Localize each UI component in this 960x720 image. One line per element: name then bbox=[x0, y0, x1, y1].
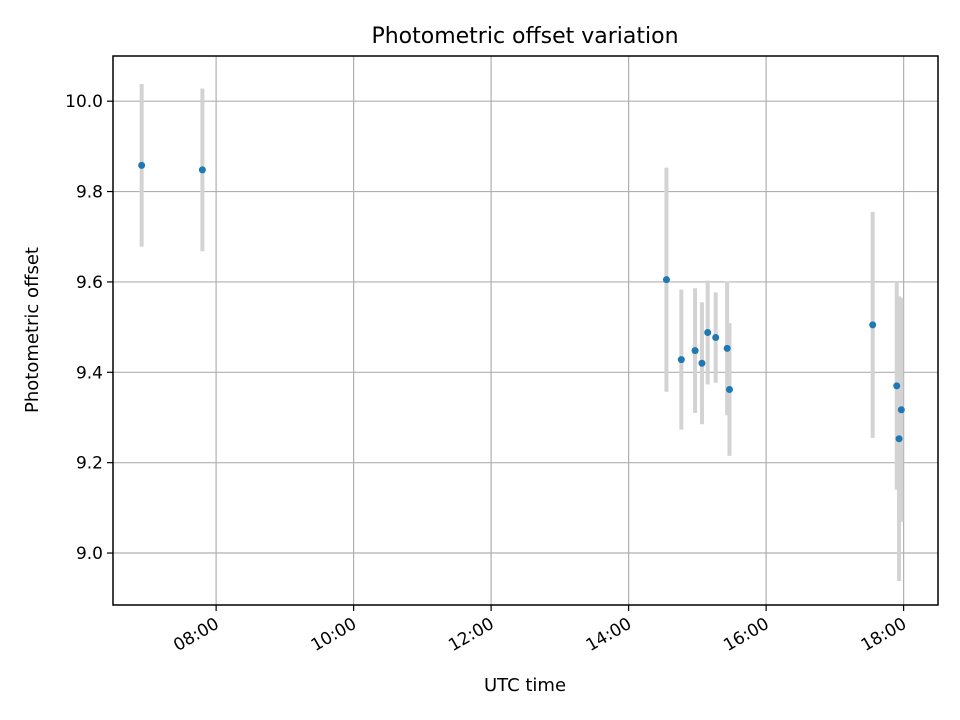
y-tick-label: 9.4 bbox=[76, 363, 103, 383]
data-point bbox=[662, 276, 670, 284]
grid-lines bbox=[113, 56, 938, 605]
y-tick-label: 9.2 bbox=[76, 454, 103, 474]
data-point bbox=[691, 347, 699, 355]
y-tick-label: 9.6 bbox=[76, 273, 103, 293]
y-axis-label: Photometric offset bbox=[22, 247, 43, 413]
data-point bbox=[869, 321, 877, 329]
data-point bbox=[677, 356, 685, 364]
data-point bbox=[138, 161, 146, 169]
y-tick-label: 9.0 bbox=[76, 544, 103, 564]
chart-title: Photometric offset variation bbox=[371, 24, 678, 49]
data-point bbox=[895, 435, 903, 443]
data-point bbox=[725, 385, 733, 393]
data-point bbox=[712, 334, 720, 342]
data-point bbox=[897, 406, 905, 414]
data-points bbox=[138, 161, 905, 443]
data-point bbox=[198, 166, 206, 174]
axes-frame bbox=[112, 55, 939, 606]
data-point bbox=[723, 344, 731, 352]
data-point bbox=[893, 382, 901, 390]
y-tick-label: 10.0 bbox=[65, 92, 103, 112]
data-point bbox=[704, 329, 712, 337]
y-tick-label: 9.8 bbox=[76, 183, 103, 203]
x-axis-label: UTC time bbox=[484, 675, 566, 696]
data-point bbox=[698, 359, 706, 367]
